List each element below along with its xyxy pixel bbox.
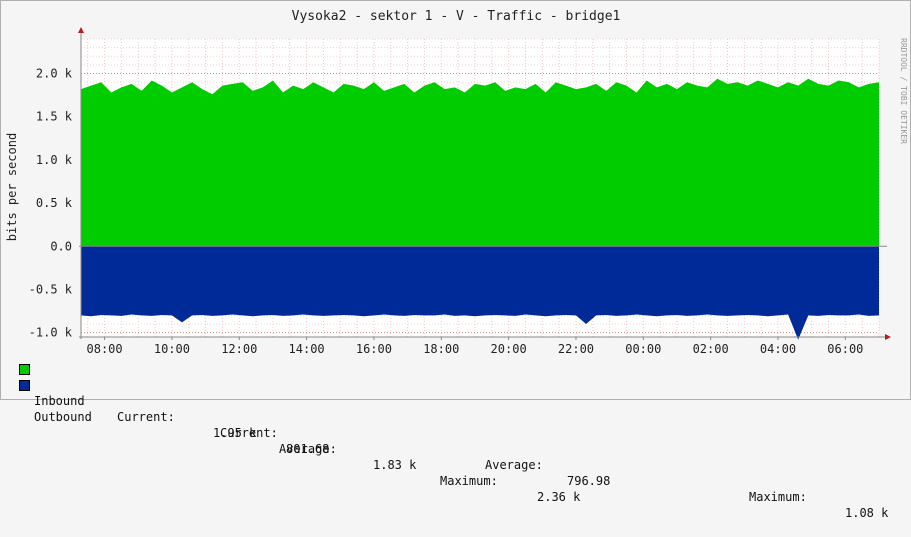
y-axis-arrow — [78, 27, 84, 33]
x-tick-label: 22:00 — [558, 342, 594, 356]
inbound-maximum-value: 2.36 k — [537, 490, 581, 504]
inbound-swatch — [19, 364, 30, 375]
y-tick-label: -0.5 k — [29, 282, 73, 296]
x-tick-label: 18:00 — [423, 342, 459, 356]
x-tick-label: 04:00 — [760, 342, 796, 356]
inbound-average-value: 1.83 k — [373, 458, 417, 472]
inbound-current-label: Current: — [117, 410, 175, 424]
x-tick-label: 20:00 — [491, 342, 527, 356]
x-tick-label: 10:00 — [154, 342, 190, 356]
x-tick-label: 12:00 — [221, 342, 257, 356]
outbound-maximum-value: 1.08 k — [845, 506, 889, 520]
axes — [78, 27, 891, 340]
x-tick-label: 06:00 — [827, 342, 863, 356]
y-tick-label: 2.0 k — [36, 67, 73, 81]
graph-frame: Vysoka2 - sektor 1 - V - Traffic - bridg… — [0, 0, 911, 520]
outbound-average-value: 796.98 — [567, 474, 611, 488]
outbound-average-label: Average: — [485, 458, 543, 472]
x-tick-label: 08:00 — [87, 342, 123, 356]
area-outbound — [81, 246, 879, 340]
legend-row-outbound: Outbound Current: 801.68 Average: 796.98… — [19, 377, 899, 520]
x-axis-arrow — [885, 334, 891, 340]
legend: Inbound Current: 1.95 k Average: 1.83 k … — [19, 361, 899, 520]
chart-title: Vysoka2 - sektor 1 - V - Traffic - bridg… — [292, 9, 621, 24]
outbound-maximum-label: Maximum: — [749, 490, 807, 504]
y-tick-label: 0.5 k — [36, 196, 73, 210]
y-tick-label: -1.0 k — [29, 326, 73, 340]
area-inbound — [81, 78, 879, 247]
y-tick-label: 1.0 k — [36, 153, 73, 167]
x-tick-label: 00:00 — [625, 342, 661, 356]
outbound-current-label: Current: — [220, 426, 278, 440]
y-tick-labels: 2.0 k 1.5 k 1.0 k 0.5 k 0.0 -0.5 k -1.0 k — [29, 67, 73, 340]
y-axis-label: bits per second — [5, 133, 19, 241]
legend-row-inbound: Inbound Current: 1.95 k Average: 1.83 k … — [19, 361, 899, 504]
x-tick-label: 14:00 — [289, 342, 325, 356]
inbound-maximum-label: Maximum: — [440, 474, 498, 488]
outbound-swatch — [19, 380, 30, 391]
series-areas — [81, 78, 879, 340]
traffic-chart: Vysoka2 - sektor 1 - V - Traffic - bridg… — [5, 9, 908, 356]
y-tick-label: 0.0 — [50, 239, 72, 253]
outbound-label: Outbound — [34, 410, 92, 424]
x-tick-labels: 08:00 10:00 12:00 14:00 16:00 18:00 20:00 22:00… — [87, 337, 863, 356]
rrdtool-watermark: RRDTOOL / TOBI OETIKER — [899, 38, 908, 144]
outbound-current-value: 801.68 — [286, 442, 330, 456]
y-tick-label: 1.5 k — [36, 110, 73, 124]
x-tick-label: 16:00 — [356, 342, 392, 356]
x-tick-label: 02:00 — [693, 342, 729, 356]
